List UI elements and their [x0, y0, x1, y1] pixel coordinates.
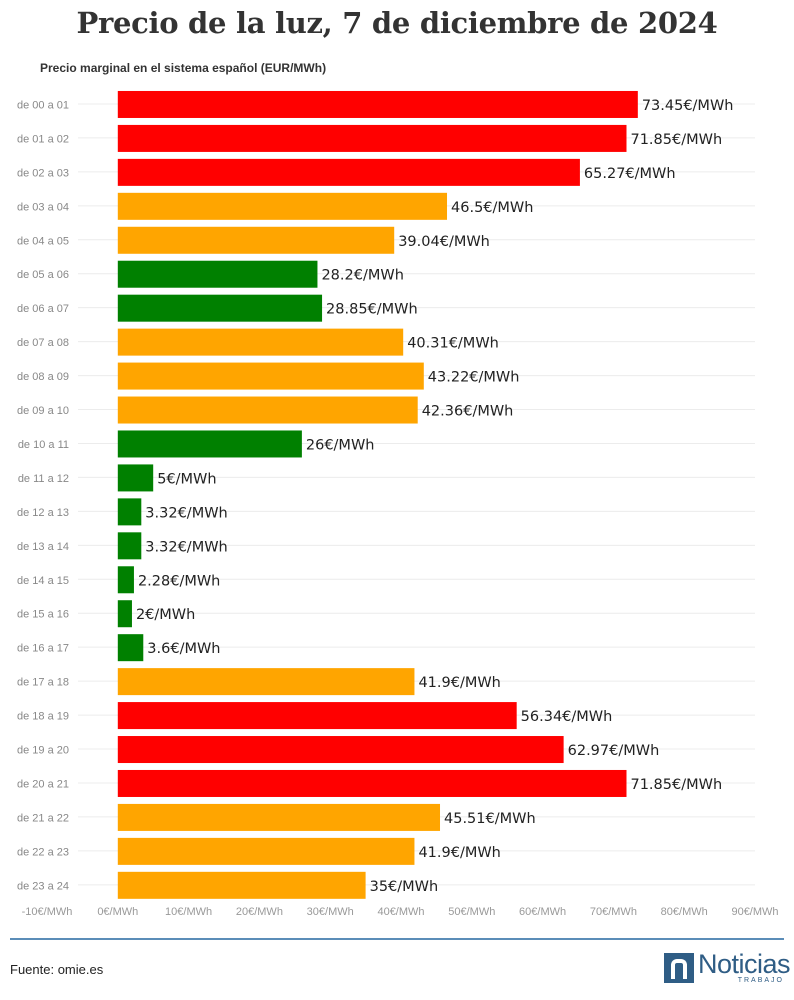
value-label: 41.9€/MWh: [418, 675, 500, 691]
x-tick-label: 0€/MWh: [97, 906, 138, 918]
category-label: de 17 a 18: [17, 677, 69, 689]
category-label: de 14 a 15: [17, 575, 69, 587]
bar: [117, 566, 134, 594]
value-label: 40.31€/MWh: [407, 336, 499, 352]
bar: [117, 260, 318, 288]
bar: [117, 634, 144, 662]
value-label: 56.34€/MWh: [521, 709, 613, 725]
source-note: Fuente: omie.es: [10, 962, 104, 977]
category-label: de 02 a 03: [17, 167, 69, 179]
chart-title: Precio de la luz, 7 de diciembre de 2024: [76, 6, 718, 40]
value-label: 35€/MWh: [370, 879, 439, 895]
value-label: 5€/MWh: [157, 471, 216, 487]
logo-wordmark: Noticias: [698, 949, 791, 979]
x-tick-label: 20€/MWh: [236, 906, 283, 918]
value-label: 28.85€/MWh: [326, 302, 418, 318]
logo-mark-icon: [664, 953, 694, 983]
category-label: de 16 a 17: [17, 643, 69, 655]
bar-chart: -10€/MWh 0€/MWh 10€/MWh 20€/MWh 30€/MWh 40€/M…: [17, 90, 779, 918]
footer-divider: [10, 938, 784, 940]
chart-subtitle: Precio marginal en el sistema español (E…: [40, 61, 327, 75]
category-label: de 13 a 14: [17, 541, 69, 553]
x-tick-label: 50€/MWh: [448, 906, 495, 918]
value-label: 71.85€/MWh: [630, 132, 722, 148]
category-label: de 15 a 16: [17, 609, 69, 621]
bar: [117, 668, 415, 696]
value-label: 71.85€/MWh: [630, 777, 722, 793]
bar: [117, 498, 142, 526]
bar: [117, 532, 142, 560]
bar: [117, 396, 418, 424]
bar: [117, 328, 404, 356]
bar: [117, 464, 154, 492]
value-label: 42.36€/MWh: [422, 404, 514, 420]
bar: [117, 124, 627, 152]
category-label: de 08 a 09: [17, 371, 69, 383]
bar: [117, 430, 302, 458]
category-label: de 22 a 23: [17, 846, 69, 858]
value-label: 73.45€/MWh: [642, 98, 734, 114]
bar: [117, 600, 132, 628]
category-label: de 12 a 13: [17, 507, 69, 519]
value-label: 45.51€/MWh: [444, 811, 536, 827]
bar: [117, 90, 638, 118]
x-tick-label: 10€/MWh: [165, 906, 212, 918]
value-label: 3.6€/MWh: [147, 641, 220, 657]
value-label: 41.9€/MWh: [418, 845, 500, 861]
x-tick-label: 90€/MWh: [731, 906, 778, 918]
value-label: 46.5€/MWh: [451, 200, 533, 216]
bar: [117, 871, 366, 899]
category-label: de 18 a 19: [17, 711, 69, 723]
x-tick-label: -10€/MWh: [22, 906, 73, 918]
x-tick-label: 70€/MWh: [590, 906, 637, 918]
x-tick-label: 30€/MWh: [307, 906, 354, 918]
category-label: de 19 a 20: [17, 745, 69, 757]
bar: [117, 702, 517, 730]
category-label: de 03 a 04: [17, 201, 69, 213]
bar: [117, 803, 441, 831]
category-label: de 11 a 12: [18, 473, 69, 485]
bar: [117, 769, 627, 797]
category-label: de 21 a 22: [17, 812, 69, 824]
value-label: 3.32€/MWh: [145, 539, 227, 555]
value-label: 65.27€/MWh: [584, 166, 676, 182]
bar: [117, 226, 395, 254]
value-label: 2€/MWh: [136, 607, 195, 623]
category-label: de 10 a 11: [18, 439, 69, 451]
bar: [117, 736, 564, 764]
category-label: de 20 a 21: [17, 778, 69, 790]
category-label: de 09 a 10: [17, 405, 69, 417]
value-label: 62.97€/MWh: [568, 743, 660, 759]
category-label: de 07 a 08: [17, 337, 69, 349]
bar: [117, 837, 415, 865]
bar: [117, 192, 448, 220]
x-tick-label: 60€/MWh: [519, 906, 566, 918]
value-label: 43.22€/MWh: [428, 370, 520, 386]
value-label: 2.28€/MWh: [138, 573, 220, 589]
bar: [117, 158, 580, 186]
category-label: de 06 a 07: [17, 303, 69, 315]
category-label: de 00 a 01: [17, 99, 69, 111]
x-tick-label: 80€/MWh: [661, 906, 708, 918]
category-label: de 01 a 02: [17, 133, 69, 145]
bar: [117, 362, 424, 390]
category-label: de 05 a 06: [17, 269, 69, 281]
value-label: 28.2€/MWh: [321, 268, 403, 284]
x-tick-label: 40€/MWh: [377, 906, 424, 918]
value-label: 3.32€/MWh: [145, 505, 227, 521]
category-label: de 23 a 24: [17, 880, 69, 892]
brand-logo[interactable]: Noticias TRABAJO: [664, 949, 791, 985]
logo-tagline: TRABAJO: [737, 977, 784, 984]
value-label: 39.04€/MWh: [398, 234, 490, 250]
category-label: de 04 a 05: [17, 235, 69, 247]
value-label: 26€/MWh: [306, 437, 375, 453]
bar: [117, 294, 323, 322]
